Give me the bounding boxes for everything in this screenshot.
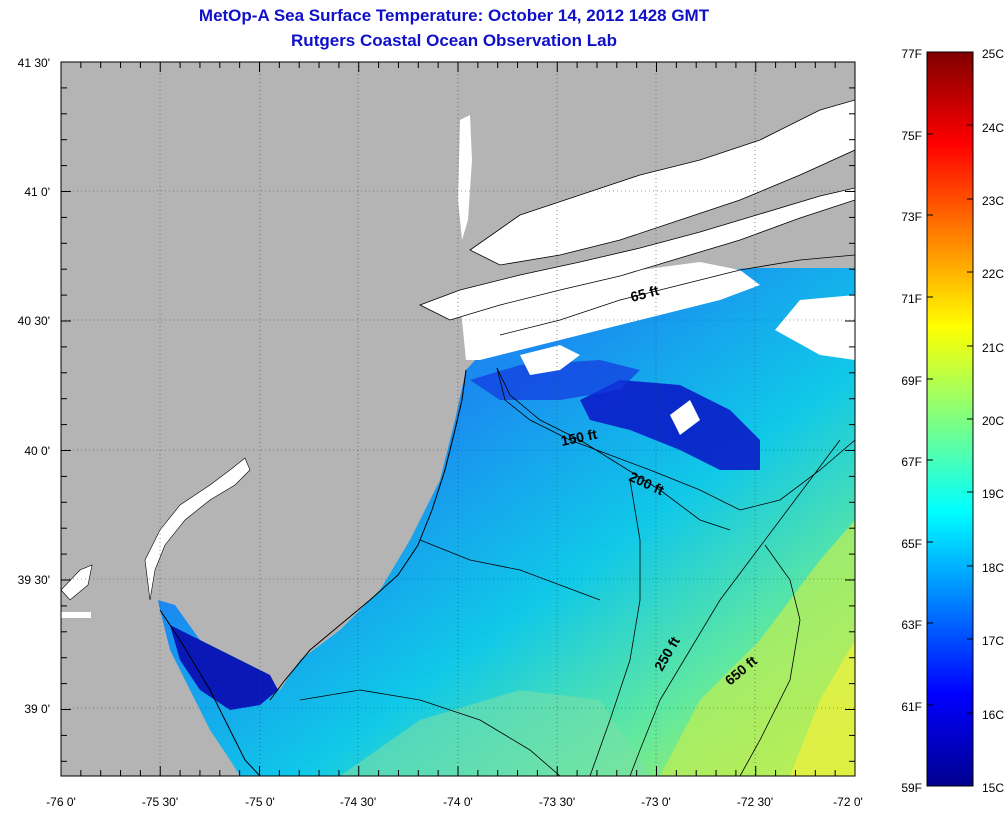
cold-water-patch (470, 360, 640, 400)
warm-water-patch (790, 640, 855, 776)
colorbar-f-label: 61F (901, 700, 922, 714)
bay-inlet (61, 564, 93, 601)
lat-label: 39 30' (18, 573, 50, 587)
colorbar-c-label: 16C (982, 708, 1004, 722)
delaware-river (144, 457, 251, 601)
cape-may-coastline (159, 609, 261, 776)
colorbar-f-label: 71F (901, 292, 922, 306)
colorbar-f-label: 69F (901, 374, 922, 388)
lon-label: -74 30' (340, 795, 376, 809)
contour-line-65ft (499, 254, 855, 336)
contour-line-650ft (629, 439, 841, 776)
map-axis-ticks (60, 61, 855, 776)
colorbar-f-label: 63F (901, 618, 922, 632)
lon-label: -76 0' (46, 795, 76, 809)
colorbar-c-label: 24C (982, 121, 1004, 135)
colorbar-c-label: 19C (982, 487, 1004, 501)
contour-line-extra (419, 539, 601, 601)
colorbar-c-label: 23C (982, 194, 1004, 208)
cold-water-patch (170, 625, 278, 710)
colorbar-c-label: 17C (982, 634, 1004, 648)
colorbar-f-label: 65F (901, 537, 922, 551)
sandy-hook (458, 115, 472, 240)
long-island (419, 187, 855, 321)
lon-label: -72 30' (737, 795, 773, 809)
contour-line-250ft (589, 479, 641, 776)
colorbar-f-label: 75F (901, 129, 922, 143)
colorbar-f-label: 67F (901, 455, 922, 469)
contour-line-extra (299, 689, 561, 776)
lon-label: -73 30' (539, 795, 575, 809)
lon-label: -75 30' (142, 795, 178, 809)
colorbar-c-label: 20C (982, 414, 1004, 428)
colorbar-c-label: 18C (982, 561, 1004, 575)
cloud-cover (61, 612, 91, 618)
cloud-cover (775, 295, 855, 360)
cloud-cover (520, 345, 580, 375)
cold-water-patch (580, 380, 760, 470)
connecticut-shore (469, 99, 855, 266)
lat-label: 41 30' (18, 56, 50, 70)
colorbar-c-label: 15C (982, 781, 1004, 795)
latitude-axis: 41 30' 41 0' 40 30' 40 0' 39 30' 39 0' (18, 56, 50, 716)
lon-label: -74 0' (443, 795, 473, 809)
map-subtitle: Rutgers Coastal Ocean Observation Lab (291, 31, 617, 50)
colorbar-f-label: 59F (901, 781, 922, 795)
contour-line-150ft (496, 367, 855, 511)
lon-label: -75 0' (245, 795, 275, 809)
colorbar-c-label: 21C (982, 341, 1004, 355)
lat-label: 39 0' (24, 702, 50, 716)
colorbar-gradient (926, 51, 974, 787)
lon-label: -73 0' (641, 795, 671, 809)
contour-label-150ft: 150 ft (559, 426, 598, 449)
lat-label: 41 0' (24, 185, 50, 199)
map-title: MetOp-A Sea Surface Temperature: October… (198, 6, 710, 25)
contour-line-extra (739, 544, 801, 776)
warm-water-patch (340, 690, 650, 776)
lat-label: 40 30' (18, 314, 50, 328)
lon-label: -72 0' (833, 795, 863, 809)
colorbar-f-label: 73F (901, 210, 922, 224)
nj-coastline (269, 369, 467, 701)
longitude-axis: -76 0' -75 30' -75 0' -74 30' -74 0' -73… (46, 795, 863, 809)
colorbar: 77F 75F 73F 71F 69F 67F 65F 63F 61F 59F … (901, 47, 1004, 795)
warm-water-patch (660, 520, 855, 776)
contour-line-200ft (496, 367, 731, 531)
cloud-cover (670, 400, 700, 435)
colorbar-c-label: 25C (982, 47, 1004, 61)
colorbar-f-label: 77F (901, 47, 922, 61)
contour-label-65ft: 65 ft (629, 282, 661, 305)
colorbar-ticks (927, 51, 973, 787)
colorbar-c-label: 22C (982, 267, 1004, 281)
cloud-cover (460, 262, 760, 360)
lat-label: 40 0' (24, 444, 50, 458)
